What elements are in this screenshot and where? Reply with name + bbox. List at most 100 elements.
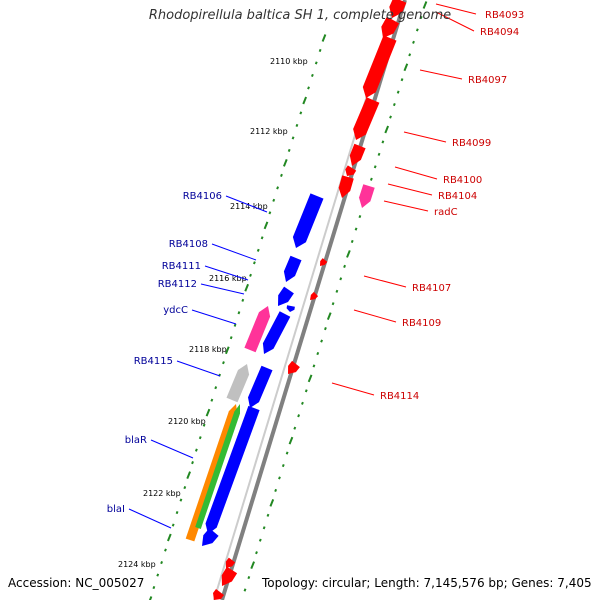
tick-mark xyxy=(291,136,295,140)
gene-rb4094 xyxy=(381,16,400,38)
tick-mark xyxy=(307,86,310,90)
tick-mark xyxy=(335,289,339,293)
tick-mark xyxy=(225,346,230,355)
tick-mark xyxy=(241,298,245,302)
tick-mark xyxy=(268,211,272,215)
tick-mark xyxy=(250,561,255,569)
tick-mark xyxy=(350,239,354,244)
gene-rb4097 xyxy=(362,35,397,98)
label-leader xyxy=(211,243,257,261)
gene-rb4106 xyxy=(292,193,324,248)
gene-rb4112 xyxy=(286,305,295,312)
tick-mark xyxy=(412,40,415,44)
tick-mark xyxy=(400,78,404,82)
tick-mark xyxy=(408,53,412,57)
label-leader xyxy=(353,309,397,323)
gene-label: RB4112 xyxy=(158,279,197,290)
tick-mark xyxy=(389,115,392,119)
tick-mark xyxy=(312,364,316,368)
gene-rb4099 xyxy=(353,97,380,140)
gene-label: RB4104 xyxy=(438,191,477,202)
gene-rb4114 xyxy=(288,360,300,374)
tick-mark xyxy=(256,248,260,252)
kbp-tick-label: 2110 kbp xyxy=(270,57,308,66)
kbp-tick-label: 2122 kbp xyxy=(143,489,181,498)
gene-label: RB4094 xyxy=(480,27,519,38)
tick-mark xyxy=(320,339,324,343)
tick-mark xyxy=(272,198,276,202)
tick-mark xyxy=(301,401,304,405)
tick-mark xyxy=(373,165,377,169)
tick-mark xyxy=(274,488,278,492)
tick-mark xyxy=(384,125,390,134)
reverse-gene-labels: RB4106 RB4108 RB4111 RB4112 ydcC RB4115 blaR bl… xyxy=(107,191,268,529)
accession-text: Accession: NC_005027 xyxy=(8,576,145,590)
forward-gene-labels: RB4093 RB4094 RB4097 RB4099 RB4100 RB4104 radC… xyxy=(331,3,524,402)
kbp-tick-label: 2116 kbp xyxy=(209,274,247,283)
tick-mark xyxy=(198,436,202,440)
label-leader xyxy=(191,309,237,325)
tick-mark xyxy=(396,90,400,94)
tick-mark xyxy=(285,451,289,455)
tick-mark xyxy=(318,48,322,53)
gene-small-c xyxy=(221,566,238,586)
gene-small-a xyxy=(345,165,357,176)
map-title: Rhodopirellula baltica SH 1, complete ge… xyxy=(148,8,452,23)
label-leader xyxy=(363,275,407,288)
tick-mark xyxy=(194,448,198,452)
tick-mark xyxy=(202,423,206,427)
gene-rb4115 xyxy=(226,364,250,403)
tick-mark xyxy=(283,159,288,167)
tick-mark xyxy=(324,327,327,331)
tick-mark xyxy=(269,499,275,507)
tick-mark xyxy=(287,148,291,152)
gene-rb4111 xyxy=(278,286,294,306)
kbp-tick-label: 2114 kbp xyxy=(230,202,268,211)
gene-label: ydcC xyxy=(163,305,188,316)
tick-mark xyxy=(415,28,419,32)
tick-mark xyxy=(293,426,297,430)
label-leader xyxy=(394,166,438,180)
gene-rb4100 xyxy=(349,143,366,166)
gene-label: RB4114 xyxy=(380,391,419,402)
kbp-tick-label: 2124 kbp xyxy=(118,560,156,569)
tick-mark xyxy=(167,533,172,542)
tick-mark xyxy=(422,1,428,9)
tick-mark xyxy=(419,15,423,20)
gene-rb4104 xyxy=(338,175,354,198)
tick-mark xyxy=(307,374,313,383)
tick-mark xyxy=(316,351,320,356)
tick-mark xyxy=(281,463,285,468)
gene-label: RB4108 xyxy=(169,239,208,250)
gene-small-b xyxy=(225,557,236,568)
gene-label: RB4093 xyxy=(485,10,524,21)
label-leader xyxy=(150,439,194,459)
tick-mark xyxy=(354,227,358,231)
gene-rb4112b xyxy=(262,311,291,354)
tick-mark xyxy=(156,573,160,577)
gene-label: RB4097 xyxy=(468,75,507,86)
gene-label: RB4106 xyxy=(183,191,222,202)
tick-mark xyxy=(288,436,294,445)
tick-mark xyxy=(179,498,183,502)
gene-rb4093 xyxy=(389,0,407,18)
gene-label: blaR xyxy=(125,435,147,446)
tick-mark xyxy=(377,152,381,156)
label-leader xyxy=(128,508,172,529)
label-leader xyxy=(225,195,268,213)
tick-mark xyxy=(191,461,194,465)
tick-mark xyxy=(255,551,258,555)
gene-rb4107 xyxy=(320,258,328,266)
tick-mark xyxy=(171,523,175,527)
tick-mark xyxy=(205,408,211,417)
tick-mark xyxy=(262,526,266,530)
gene-small-d xyxy=(213,589,224,600)
tick-mark xyxy=(297,414,301,418)
tick-mark xyxy=(299,111,303,115)
gene-label: RB4099 xyxy=(452,138,491,149)
tick-mark xyxy=(258,538,262,542)
gene-blai xyxy=(205,405,260,534)
forward-strand-ticks xyxy=(243,1,428,592)
